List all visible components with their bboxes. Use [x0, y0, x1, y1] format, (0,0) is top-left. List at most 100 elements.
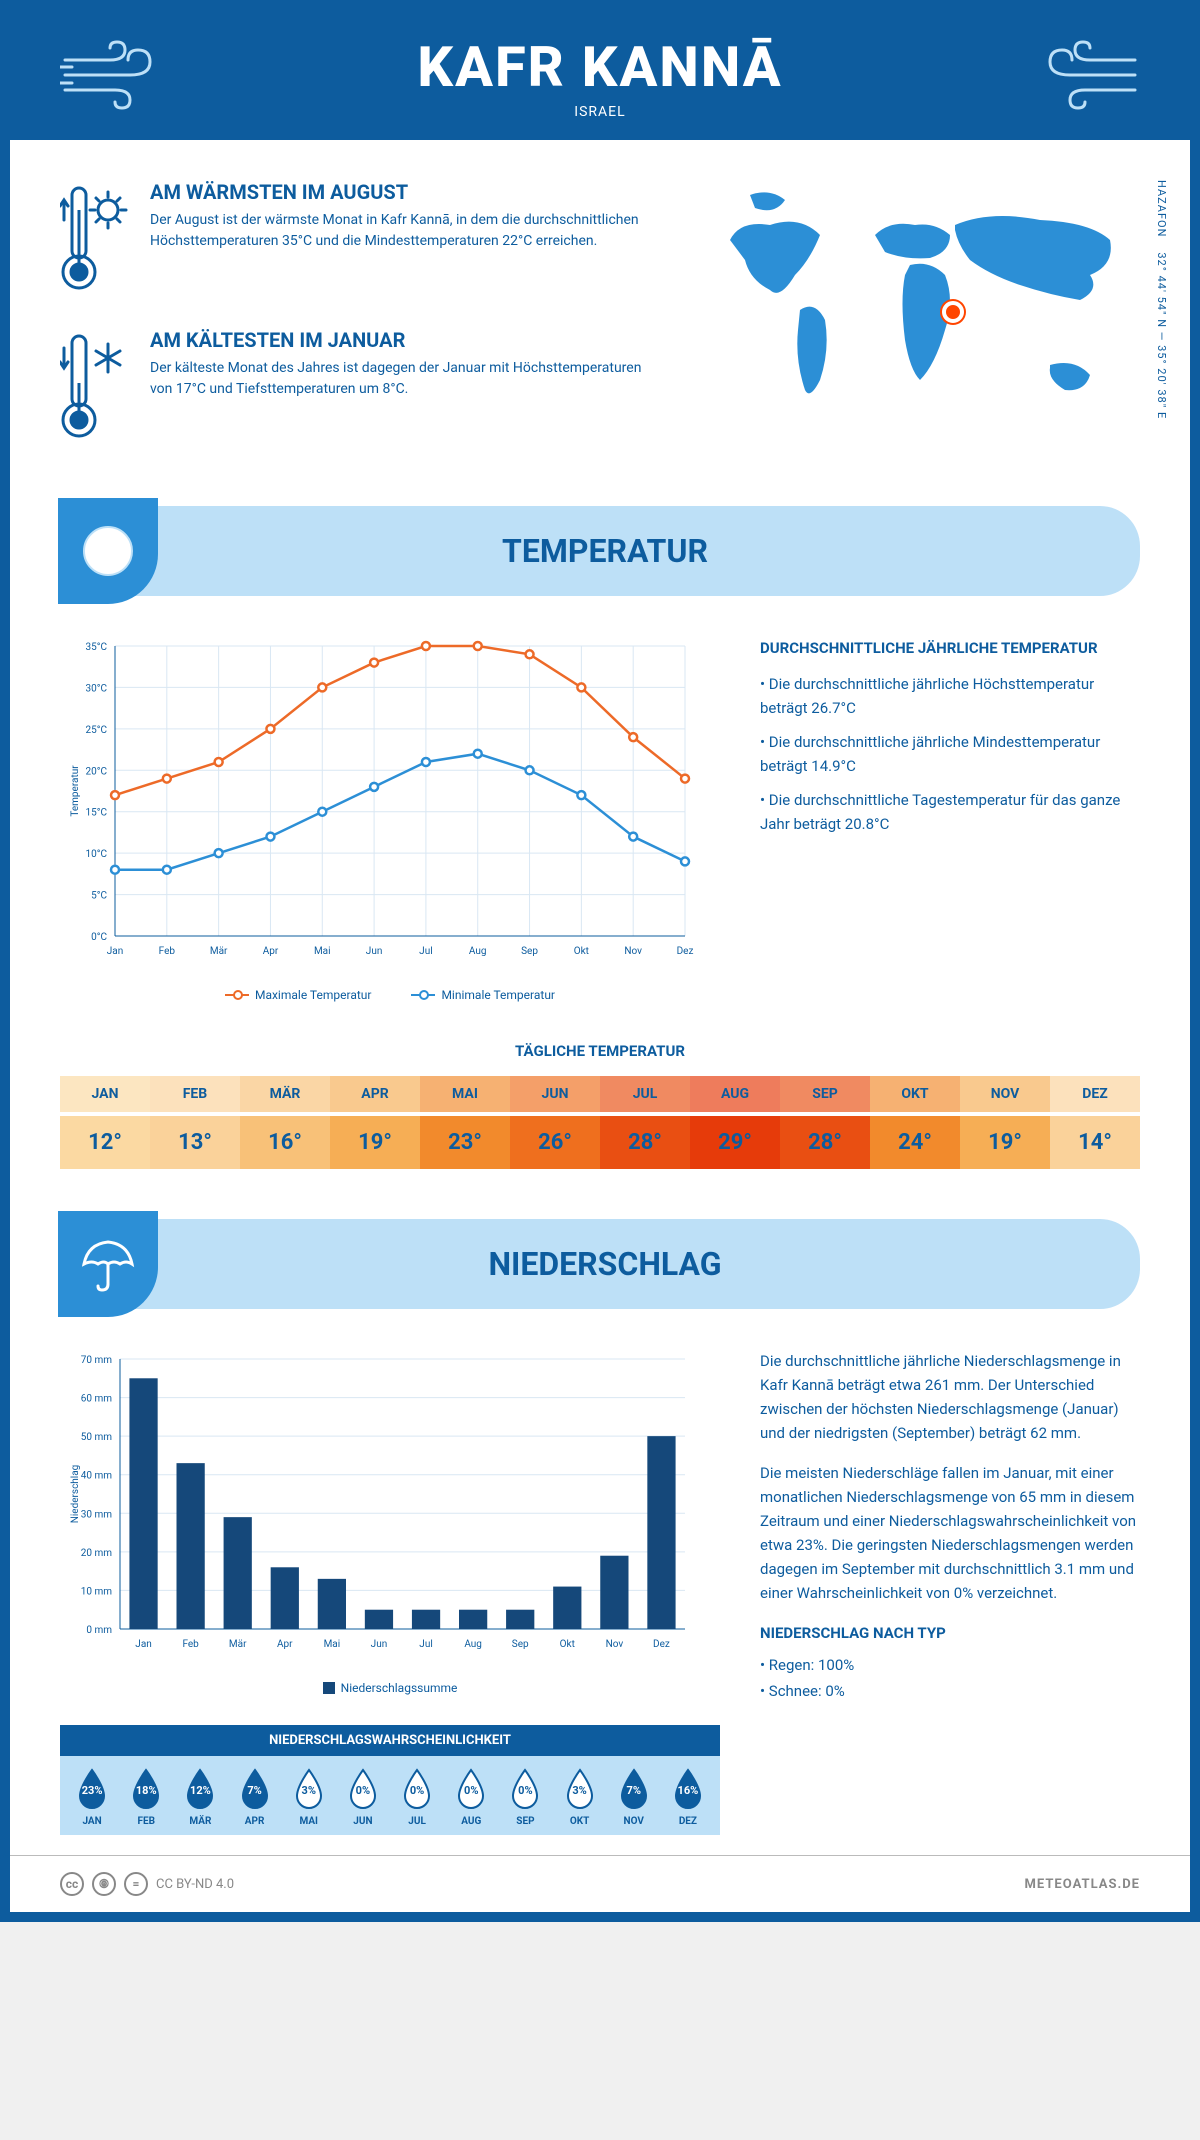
- svg-text:15°C: 15°C: [86, 808, 108, 819]
- month-header: DEZ: [1050, 1076, 1140, 1116]
- svg-text:10 mm: 10 mm: [81, 1586, 112, 1597]
- month-value: 28°: [600, 1116, 690, 1169]
- svg-text:Apr: Apr: [277, 1639, 293, 1650]
- svg-text:Aug: Aug: [464, 1639, 482, 1650]
- svg-text:35°C: 35°C: [86, 642, 108, 653]
- world-map: HAZAFON 32° 44' 54" N — 35° 20' 38" E: [700, 180, 1140, 476]
- prob-cell: 0% SEP: [499, 1768, 551, 1827]
- precip-probability: NIEDERSCHLAGSWAHRSCHEINLICHKEIT 23% JAN …: [60, 1725, 720, 1835]
- svg-text:Feb: Feb: [182, 1639, 199, 1650]
- prob-cell: 3% OKT: [554, 1768, 606, 1827]
- svg-text:Jul: Jul: [419, 946, 432, 957]
- warmest-title: AM WÄRMSTEN IM AUGUST: [150, 180, 660, 204]
- month-value: 19°: [330, 1116, 420, 1169]
- license: cc 🞋 = CC BY-ND 4.0: [60, 1872, 234, 1896]
- page-title: KAFR KANNĀ: [10, 34, 1190, 100]
- svg-text:20°C: 20°C: [86, 766, 108, 777]
- footer: cc 🞋 = CC BY-ND 4.0 METEOATLAS.DE: [10, 1855, 1190, 1912]
- svg-text:0 mm: 0 mm: [86, 1625, 112, 1636]
- svg-text:20 mm: 20 mm: [81, 1548, 112, 1559]
- month-header: JAN: [60, 1076, 150, 1116]
- svg-text:10°C: 10°C: [86, 849, 108, 860]
- page-subtitle: ISRAEL: [10, 104, 1190, 120]
- daily-temp-title: TÄGLICHE TEMPERATUR: [60, 1042, 1140, 1060]
- coordinates: HAZAFON 32° 44' 54" N — 35° 20' 38" E: [1155, 180, 1168, 419]
- svg-text:Dez: Dez: [677, 946, 694, 957]
- svg-text:Jul: Jul: [419, 1639, 432, 1650]
- svg-text:Jun: Jun: [366, 946, 383, 957]
- precip-summary: Die durchschnittliche jährliche Niedersc…: [760, 1349, 1140, 1835]
- prob-cell: 3% MAI: [283, 1768, 335, 1827]
- prob-cell: 18% FEB: [120, 1768, 172, 1827]
- section-temperature: TEMPERATUR: [60, 506, 1140, 596]
- svg-text:Feb: Feb: [159, 946, 176, 957]
- coldest-body: Der kälteste Monat des Jahres ist dagege…: [150, 358, 660, 400]
- cc-icon: cc: [60, 1872, 84, 1896]
- month-header: APR: [330, 1076, 420, 1116]
- thermometer-snow-icon: [60, 328, 130, 452]
- month-value: 26°: [510, 1116, 600, 1169]
- prob-cell: 0% JUL: [391, 1768, 443, 1827]
- month-header: OKT: [870, 1076, 960, 1116]
- month-value: 12°: [60, 1116, 150, 1169]
- month-value: 23°: [420, 1116, 510, 1169]
- by-icon: 🞋: [92, 1872, 116, 1896]
- month-header: AUG: [690, 1076, 780, 1116]
- month-header: MÄR: [240, 1076, 330, 1116]
- umbrella-icon: [58, 1211, 158, 1317]
- svg-text:Sep: Sep: [521, 946, 538, 957]
- month-value: 24°: [870, 1116, 960, 1169]
- prob-cell: 12% MÄR: [174, 1768, 226, 1827]
- svg-text:70 mm: 70 mm: [81, 1355, 112, 1366]
- svg-text:Nov: Nov: [606, 1639, 624, 1650]
- sun-icon: [58, 498, 158, 604]
- month-header: NOV: [960, 1076, 1050, 1116]
- svg-text:Nov: Nov: [624, 946, 642, 957]
- prob-cell: 0% JUN: [337, 1768, 389, 1827]
- prob-cell: 7% APR: [229, 1768, 281, 1827]
- nd-icon: =: [124, 1872, 148, 1896]
- svg-text:Jan: Jan: [135, 1639, 151, 1650]
- svg-text:30 mm: 30 mm: [81, 1509, 112, 1520]
- month-value: 29°: [690, 1116, 780, 1169]
- precipitation-bar-chart: 0 mm10 mm20 mm30 mm40 mm50 mm60 mm70 mmJ…: [60, 1349, 720, 1695]
- thermometer-sun-icon: [60, 180, 130, 304]
- temperature-line-chart: 0°C5°C10°C15°C20°C25°C30°C35°CJanFebMärA…: [60, 636, 720, 1002]
- prob-cell: 16% DEZ: [662, 1768, 714, 1827]
- svg-text:0°C: 0°C: [91, 932, 107, 943]
- month-header: JUL: [600, 1076, 690, 1116]
- svg-text:25°C: 25°C: [86, 725, 108, 736]
- svg-text:Okt: Okt: [574, 946, 589, 957]
- svg-text:Mai: Mai: [314, 946, 331, 957]
- prob-cell: 23% JAN: [66, 1768, 118, 1827]
- svg-text:Apr: Apr: [263, 946, 279, 957]
- section-title-temp: TEMPERATUR: [170, 532, 1140, 570]
- svg-text:Mai: Mai: [324, 1639, 341, 1650]
- svg-text:Aug: Aug: [469, 946, 487, 957]
- month-header: FEB: [150, 1076, 240, 1116]
- month-header: JUN: [510, 1076, 600, 1116]
- header: KAFR KANNĀ ISRAEL: [10, 10, 1190, 140]
- daily-temp-grid: JANFEBMÄRAPRMAIJUNJULAUGSEPOKTNOVDEZ12°1…: [60, 1076, 1140, 1169]
- coldest-block: AM KÄLTESTEN IM JANUAR Der kälteste Mona…: [60, 328, 660, 452]
- svg-text:Temperatur: Temperatur: [70, 765, 81, 817]
- svg-text:Okt: Okt: [560, 1639, 575, 1650]
- warmest-body: Der August ist der wärmste Monat in Kafr…: [150, 210, 660, 252]
- coldest-title: AM KÄLTESTEN IM JANUAR: [150, 328, 660, 352]
- svg-text:30°C: 30°C: [86, 683, 108, 694]
- brand: METEOATLAS.DE: [1025, 1877, 1140, 1892]
- svg-text:Dez: Dez: [653, 1639, 670, 1650]
- warmest-block: AM WÄRMSTEN IM AUGUST Der August ist der…: [60, 180, 660, 304]
- month-header: MAI: [420, 1076, 510, 1116]
- svg-text:Mär: Mär: [229, 1639, 247, 1650]
- wind-icon: [1030, 40, 1140, 110]
- prob-cell: 0% AUG: [445, 1768, 497, 1827]
- temp-legend: Maximale Temperatur Minimale Temperatur: [60, 988, 720, 1002]
- svg-text:Sep: Sep: [512, 1639, 529, 1650]
- prob-title: NIEDERSCHLAGSWAHRSCHEINLICHKEIT: [60, 1725, 720, 1756]
- section-precipitation: NIEDERSCHLAG: [60, 1219, 1140, 1309]
- month-value: 19°: [960, 1116, 1050, 1169]
- svg-text:Jan: Jan: [107, 946, 123, 957]
- svg-text:5°C: 5°C: [91, 891, 107, 902]
- svg-text:Jun: Jun: [371, 1639, 388, 1650]
